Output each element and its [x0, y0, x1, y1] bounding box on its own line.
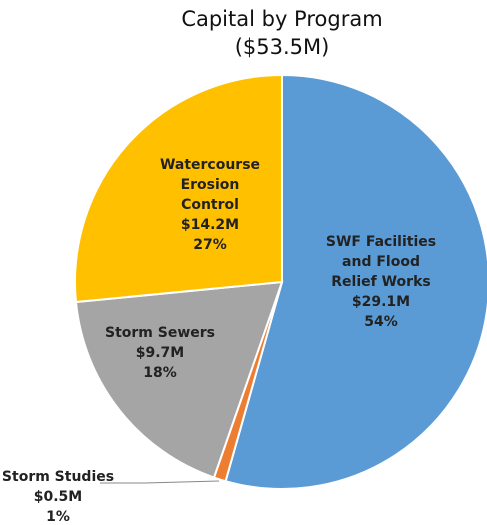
slice-label: and Flood: [342, 254, 420, 270]
slice-label: SWF Facilities: [326, 234, 436, 250]
percent-label: 27%: [193, 237, 227, 253]
slice-label: Control: [181, 197, 239, 213]
leader-line: [100, 480, 220, 484]
pie-slice: [74, 280, 284, 479]
value-label: $29.1M: [352, 294, 410, 310]
value-label: $0.5M: [34, 489, 82, 505]
percent-label: 54%: [364, 314, 398, 330]
pie-slice: [74, 73, 283, 304]
percent-label: 1%: [46, 509, 70, 525]
percent-label: 18%: [143, 365, 177, 381]
chart-title: Capital by Program: [181, 7, 382, 31]
chart-subtitle: ($53.5M): [235, 35, 330, 59]
slice-label: Storm Sewers: [105, 325, 215, 341]
value-label: $14.2M: [181, 217, 239, 233]
slice-label: Storm Studies: [2, 469, 114, 485]
slice-label: Relief Works: [331, 274, 430, 290]
pie-slice: [224, 73, 487, 490]
slice-label: Watercourse: [160, 157, 260, 173]
value-label: $9.7M: [136, 345, 184, 361]
slice-label: Erosion: [181, 177, 240, 193]
